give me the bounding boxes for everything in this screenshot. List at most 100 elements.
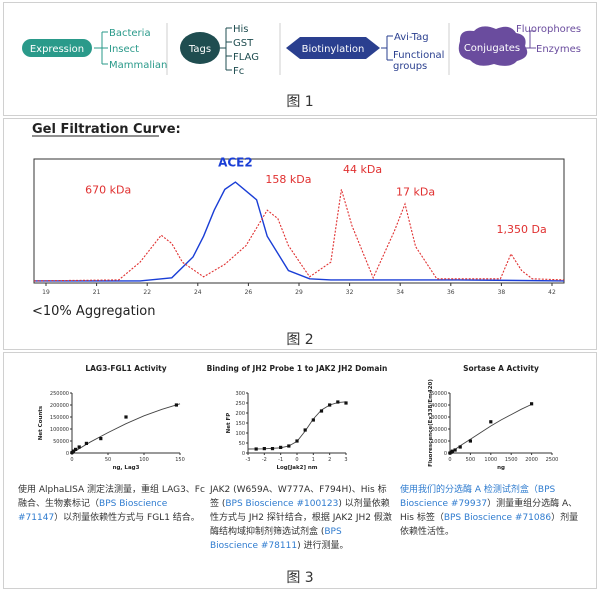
x-tick-label: 2 bbox=[328, 457, 331, 463]
peak-label: 1,350 Da bbox=[496, 223, 546, 236]
data-point bbox=[74, 447, 78, 451]
peak-label: 158 kDa bbox=[265, 173, 311, 186]
peak-label: ACE2 bbox=[218, 156, 253, 170]
x-tick-label: 38 bbox=[498, 289, 506, 296]
activity-chart-3: Sortase A Activity 0 500 1000 1500 2000 2500 0 1… bbox=[428, 364, 558, 471]
x-tick-label: 22 bbox=[143, 289, 151, 296]
expression-bracket bbox=[94, 31, 108, 65]
x-tick-label: 3 bbox=[344, 457, 347, 463]
x-tick-label: 50 bbox=[105, 457, 111, 463]
x-tick-label: 29 bbox=[295, 289, 303, 296]
x-tick-label: 2500 bbox=[546, 457, 559, 463]
x-tick-label: 1000 bbox=[484, 457, 497, 463]
x-tick-label: 19 bbox=[42, 289, 50, 296]
data-point bbox=[174, 403, 178, 407]
y-tick-label: 30000 bbox=[431, 415, 447, 421]
tags-bracket bbox=[220, 27, 232, 71]
conjugates-cloud bbox=[458, 26, 528, 66]
x-tick-label: 0 bbox=[295, 457, 298, 463]
biotinylation-bracket bbox=[381, 35, 393, 61]
y-tick-label: 0 bbox=[66, 451, 69, 457]
data-point bbox=[71, 449, 76, 453]
y-axis-label: Net FP bbox=[226, 413, 232, 434]
description-text: JAK2 (W659A、W777A、F794H)、His 标签 ( bbox=[210, 485, 387, 509]
assay-kit-link[interactable]: 使用我们的分选酶 A 检测试剂盒（ bbox=[400, 485, 538, 495]
data-point bbox=[295, 439, 299, 443]
x-tick-label: 2000 bbox=[525, 457, 538, 463]
description-3: 使用我们的分选酶 A 检测试剂盒（BPS Bioscience #79937）测… bbox=[400, 483, 586, 539]
x-tick-label: 500 bbox=[466, 457, 476, 463]
bps-link[interactable]: BPS Bioscience #100123 bbox=[225, 499, 339, 509]
aggregation-note: <10% Aggregation bbox=[32, 304, 156, 319]
activity-chart-2: Binding of JH2 Probe 1 to JAK2 JH2 Domai… bbox=[207, 364, 388, 471]
x-tick-label: 36 bbox=[447, 289, 455, 296]
y-tick-label: 20000 bbox=[431, 427, 447, 433]
fit-curve bbox=[449, 403, 532, 454]
biotinylation-item: Avi-Tag bbox=[394, 32, 429, 43]
x-tick-label: -2 bbox=[262, 457, 267, 463]
biotinylation-item-wrap: Functional groups bbox=[393, 50, 445, 72]
data-point bbox=[84, 441, 88, 445]
gel-filtration-chart: Gel Filtration Curve: 19 21 22 24 26 29 32 34 36… bbox=[32, 122, 565, 319]
figure-3-caption: 图 3 bbox=[286, 570, 314, 586]
x-tick-label: 1500 bbox=[505, 457, 518, 463]
x-tick-label: 1 bbox=[312, 457, 315, 463]
activity-chart-1: LAG3-FGL1 Activity 0 50 100 150 0 50000 100000 1… bbox=[38, 364, 185, 471]
tags-item: Fc bbox=[233, 66, 244, 77]
y-tick-label: 250 bbox=[235, 401, 245, 407]
x-tick-label: 42 bbox=[548, 289, 556, 296]
x-tick-label: 26 bbox=[245, 289, 253, 296]
x-tick-label: -3 bbox=[246, 457, 251, 463]
description-text: 使用 AlphaLISA 测定法测量，重组 LAG3、Fc 融合、生物素标记（ bbox=[18, 485, 205, 509]
biotinylation-hexagon bbox=[286, 37, 380, 59]
fit-curve bbox=[71, 403, 181, 454]
y-axis-label: Net Counts bbox=[38, 405, 44, 440]
figure-3-panel: LAG3-FGL1 Activity 0 50 100 150 0 50000 100000 1… bbox=[3, 352, 597, 589]
data-point bbox=[254, 447, 258, 451]
bps-link[interactable]: BPS Bioscience #71086 bbox=[443, 513, 552, 523]
data-point bbox=[530, 402, 534, 406]
y-tick-label: 40000 bbox=[431, 403, 447, 409]
figure-2-panel: Gel Filtration Curve: 19 21 22 24 26 29 32 34 36… bbox=[3, 118, 597, 350]
conjugates-item: Fluorophores bbox=[516, 24, 581, 35]
x-tick-label: 0 bbox=[448, 457, 451, 463]
y-tick-label: 200000 bbox=[50, 403, 69, 409]
data-point bbox=[319, 409, 324, 413]
ace2-curve bbox=[34, 181, 565, 282]
description-text: ) 以剂量依赖性方式与 JH2 探针结合，根据 JAK2 JH2 假激酶结构域抑… bbox=[210, 499, 392, 537]
figure-1-caption: 图 1 bbox=[286, 94, 314, 110]
bps-link[interactable]: BPS Bioscience #78111 bbox=[210, 527, 342, 551]
data-point bbox=[468, 439, 472, 443]
y-tick-label: 300 bbox=[235, 391, 245, 397]
data-point bbox=[489, 420, 493, 424]
y-tick-label: 100 bbox=[235, 431, 245, 437]
bps-link[interactable]: BPS Bioscience #71147 bbox=[18, 499, 168, 523]
data-point bbox=[458, 445, 462, 449]
tags-item: GST bbox=[233, 38, 254, 49]
y-tick-label: 200 bbox=[235, 411, 245, 417]
x-tick-label: 34 bbox=[396, 289, 404, 296]
conjugates-label: Conjugates bbox=[464, 43, 520, 54]
y-tick-label: 150 bbox=[235, 421, 245, 427]
description-2: JAK2 (W659A、W777A、F794H)、His 标签 (BPS Bio… bbox=[210, 483, 392, 553]
description-text: ）测量重组分选酶 A、His 标签（ bbox=[400, 499, 578, 523]
expression-item: Insect bbox=[109, 44, 139, 55]
data-point bbox=[262, 447, 266, 451]
data-point bbox=[453, 448, 457, 452]
expression-label: Expression bbox=[30, 44, 84, 55]
tags-item: His bbox=[233, 24, 249, 35]
tags-label: Tags bbox=[188, 44, 211, 55]
tags-item: FLAG bbox=[233, 52, 259, 63]
expression-pill bbox=[22, 39, 92, 57]
description-1: 使用 AlphaLISA 测定法测量，重组 LAG3、Fc 融合、生物素标记（B… bbox=[18, 483, 208, 525]
figure-1-panel: Expression Bacteria Insect Mammalian Tag… bbox=[3, 2, 597, 116]
description-text: ) 进行测量。 bbox=[297, 541, 349, 551]
biotinylation-item: Functional groups bbox=[393, 50, 445, 72]
y-tick-label: 0 bbox=[444, 451, 447, 457]
data-point bbox=[279, 445, 283, 449]
x-tick-label: 0 bbox=[70, 457, 73, 463]
bps-link[interactable]: BPS Bioscience #79937 bbox=[400, 485, 556, 509]
description-text: ）以剂量依赖性方式与 FGL1 结合。 bbox=[54, 513, 200, 523]
x-tick-label: 32 bbox=[346, 289, 354, 296]
